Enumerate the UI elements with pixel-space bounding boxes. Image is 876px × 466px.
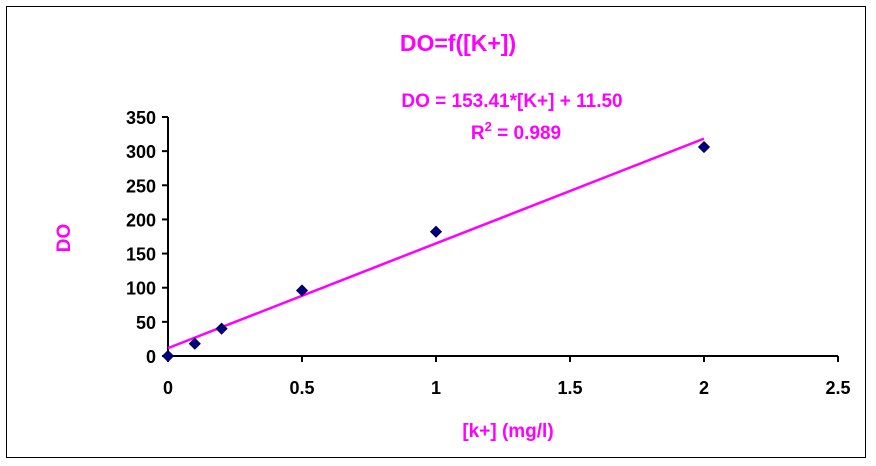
trendline-group <box>167 137 705 350</box>
y-tick-label: 350 <box>126 108 156 128</box>
data-points <box>161 140 711 363</box>
r-squared-label: R2 = 0.989 <box>471 119 561 144</box>
x-axis-ticks: 0 0.5 1 1.5 2 2.5 <box>163 356 851 398</box>
data-point <box>188 337 201 350</box>
y-tick-label: 250 <box>126 176 156 196</box>
data-point <box>295 284 309 297</box>
x-tick-label: 0 <box>163 378 173 398</box>
x-tick-label: 1 <box>431 378 441 398</box>
y-tick-label: 50 <box>136 313 156 333</box>
x-tick-label: 2 <box>699 378 709 398</box>
trendline <box>167 137 705 350</box>
data-point <box>697 140 711 154</box>
data-point <box>215 322 228 335</box>
chart-title: DO=f([K+]) <box>400 30 516 56</box>
x-tick-label: 2.5 <box>825 378 850 398</box>
y-axis-label: DO <box>54 224 75 253</box>
x-axis-label: [k+] (mg/l) <box>462 421 553 442</box>
data-point <box>161 349 175 363</box>
data-point <box>429 225 443 238</box>
y-tick-label: 300 <box>126 142 156 162</box>
y-tick-label: 0 <box>146 347 156 367</box>
y-axis-ticks: 0 50 100 150 200 250 300 350 <box>126 108 168 367</box>
x-tick-label: 0.5 <box>289 378 314 398</box>
y-tick-label: 200 <box>126 210 156 230</box>
trendline-equation: DO = 153.41*[K+] + 11.50 <box>401 91 622 112</box>
y-tick-label: 100 <box>126 279 156 299</box>
y-tick-label: 150 <box>126 245 156 265</box>
x-tick-label: 1.5 <box>557 378 582 398</box>
